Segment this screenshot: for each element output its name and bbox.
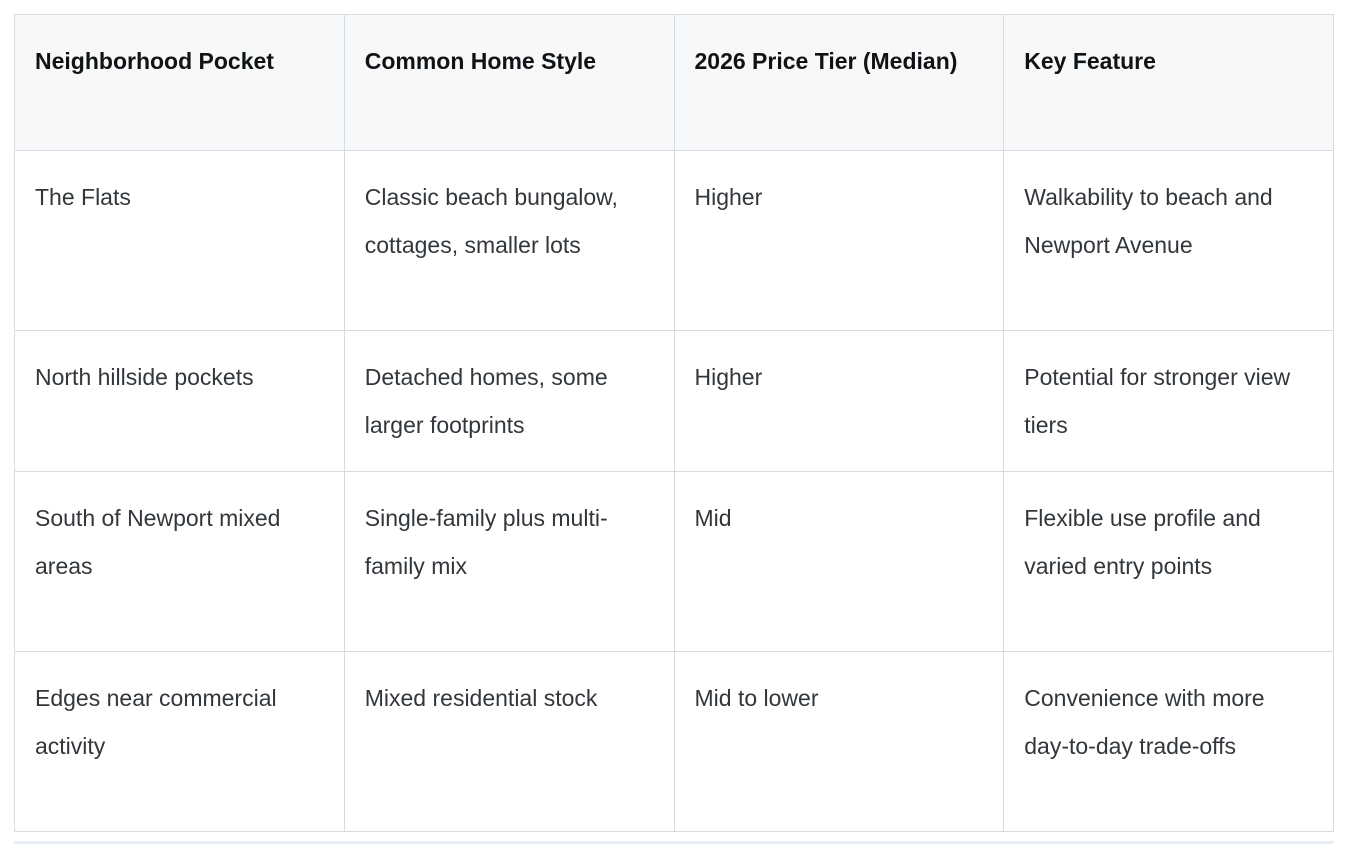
column-header-common-home-style: Common Home Style	[343, 14, 675, 151]
column-header-neighborhood-pocket: Neighborhood Pocket	[14, 14, 345, 151]
table-body: The Flats Classic beach bungalow, cottage…	[14, 150, 1334, 832]
table-cell: Classic beach bungalow, cottages, smalle…	[343, 150, 675, 331]
page: Neighborhood Pocket Common Home Style 20…	[0, 14, 1348, 844]
table-cell: Detached homes, some larger footprints	[343, 330, 675, 472]
table-cell: Walkability to beach and Newport Avenue	[1003, 150, 1334, 331]
column-header-price-tier: 2026 Price Tier (Median)	[673, 14, 1005, 151]
next-element-partial	[14, 841, 1334, 844]
table-cell: Mid	[673, 471, 1005, 652]
table-cell: The Flats	[14, 150, 345, 331]
table-cell: Potential for stronger view tiers	[1003, 330, 1334, 472]
table-row: South of Newport mixed areas Single-famil…	[14, 471, 1334, 652]
table-cell: Mixed residential stock	[343, 651, 675, 832]
table-cell: Edges near commercial activity	[14, 651, 345, 832]
table-row: Edges near commercial activity Mixed resi…	[14, 651, 1334, 832]
column-header-key-feature: Key Feature	[1003, 14, 1334, 151]
table-cell: South of Newport mixed areas	[14, 471, 345, 652]
table-row: North hillside pockets Detached homes, so…	[14, 330, 1334, 472]
table-cell: Flexible use profile and varied entry po…	[1003, 471, 1334, 652]
table-cell: Higher	[673, 330, 1005, 472]
table-header-row: Neighborhood Pocket Common Home Style 20…	[14, 14, 1334, 151]
table-cell: Convenience with more day-to-day trade-o…	[1003, 651, 1334, 832]
table-header: Neighborhood Pocket Common Home Style 20…	[14, 14, 1334, 151]
table-cell: North hillside pockets	[14, 330, 345, 472]
table-cell: Mid to lower	[673, 651, 1005, 832]
table-cell: Single-family plus multi-family mix	[343, 471, 675, 652]
comparison-table: Neighborhood Pocket Common Home Style 20…	[14, 14, 1334, 832]
table-cell: Higher	[673, 150, 1005, 331]
table-row: The Flats Classic beach bungalow, cottage…	[14, 150, 1334, 331]
